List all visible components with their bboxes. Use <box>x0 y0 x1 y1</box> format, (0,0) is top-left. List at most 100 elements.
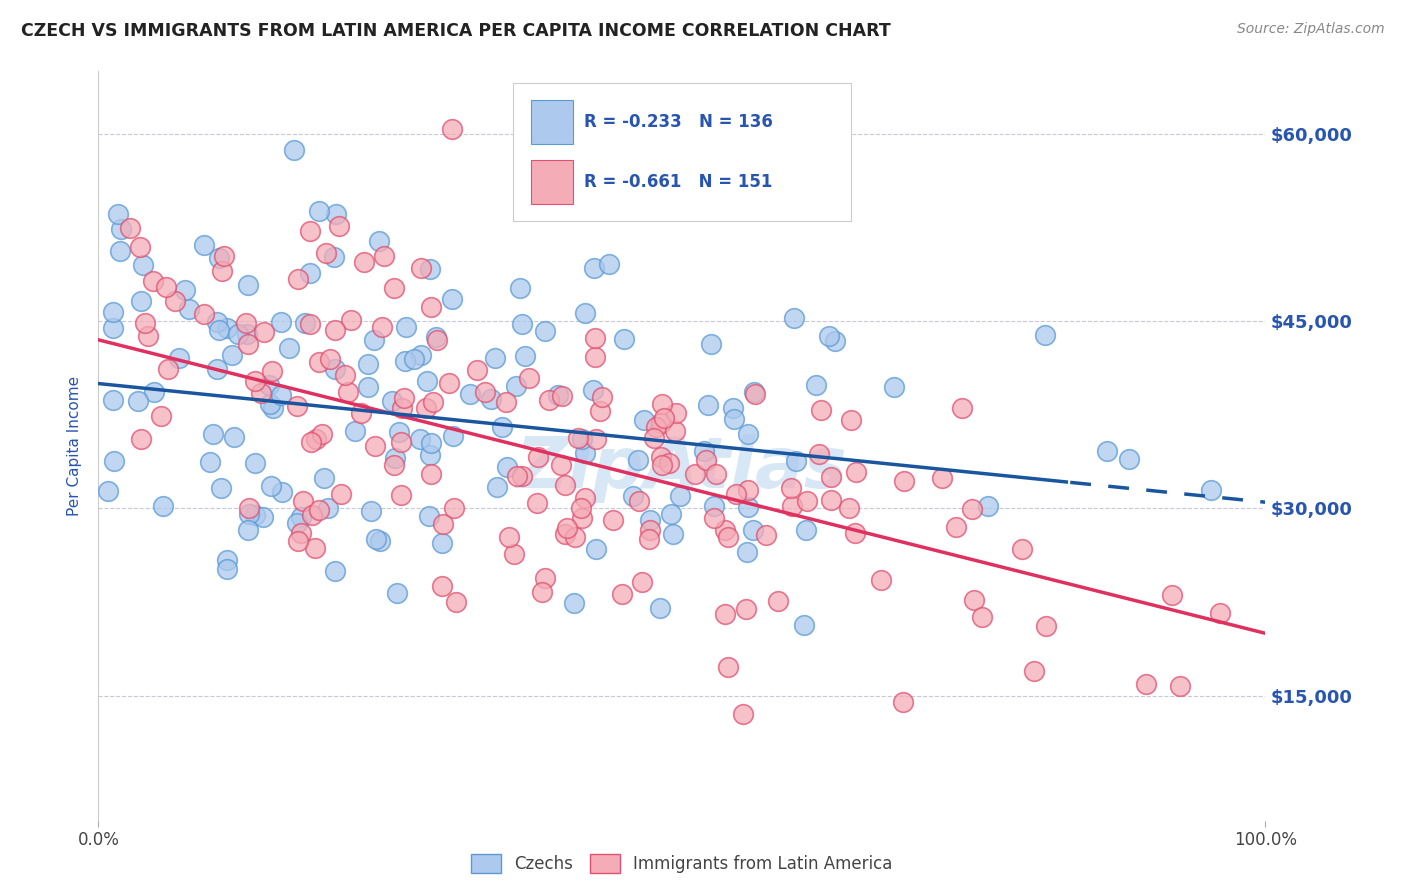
Point <box>419 436 441 450</box>
Point <box>551 389 574 403</box>
Point <box>697 398 720 412</box>
Point <box>662 527 685 541</box>
Point <box>193 307 215 321</box>
Point <box>311 426 333 441</box>
Point <box>108 244 131 258</box>
Point <box>571 432 593 446</box>
Point <box>416 374 439 388</box>
Point <box>411 261 433 276</box>
Point <box>693 444 716 458</box>
Point <box>554 478 576 492</box>
Point <box>780 481 803 495</box>
Point <box>209 481 232 495</box>
Point <box>419 300 441 314</box>
Point <box>533 571 555 585</box>
Point <box>253 326 276 340</box>
Point <box>101 320 124 334</box>
Point <box>700 336 723 351</box>
Point <box>340 313 363 327</box>
Point <box>977 499 1000 513</box>
Point <box>373 249 395 263</box>
Point <box>235 316 257 330</box>
Point <box>963 593 986 607</box>
Point <box>226 327 249 342</box>
Point <box>582 383 605 397</box>
FancyBboxPatch shape <box>531 160 574 204</box>
Point <box>498 530 520 544</box>
Point <box>737 500 759 515</box>
Point <box>103 454 125 468</box>
Point <box>315 246 337 260</box>
Point <box>505 378 527 392</box>
Text: CZECH VS IMMIGRANTS FROM LATIN AMERICA PER CAPITA INCOME CORRELATION CHART: CZECH VS IMMIGRANTS FROM LATIN AMERICA P… <box>21 22 891 40</box>
Point <box>290 525 312 540</box>
Point <box>152 499 174 513</box>
Point <box>824 334 846 349</box>
Point <box>357 379 380 393</box>
Point <box>755 528 778 542</box>
Point <box>285 400 308 414</box>
Point <box>509 281 531 295</box>
Point <box>127 393 149 408</box>
Point <box>150 409 173 424</box>
Point <box>298 317 321 331</box>
Point <box>173 283 195 297</box>
Point <box>259 397 281 411</box>
Point <box>131 258 153 272</box>
Point <box>277 342 299 356</box>
Point <box>721 401 744 415</box>
Point <box>583 331 606 345</box>
Point <box>270 388 292 402</box>
Point <box>217 321 239 335</box>
Point <box>368 533 391 548</box>
Point <box>1011 541 1033 556</box>
Point <box>562 596 585 610</box>
Point <box>780 500 803 514</box>
Point <box>808 447 831 461</box>
Point <box>658 457 681 471</box>
Point <box>335 368 357 383</box>
Point <box>621 489 644 503</box>
Point <box>271 485 294 500</box>
Point <box>1095 443 1118 458</box>
Point <box>214 249 236 263</box>
Point <box>465 363 488 377</box>
Point <box>555 520 578 534</box>
Point <box>1170 679 1192 693</box>
Point <box>323 323 346 337</box>
Point <box>395 319 418 334</box>
Point <box>820 492 842 507</box>
Point <box>402 352 425 367</box>
Point <box>931 471 953 485</box>
Point <box>583 350 606 364</box>
Point <box>585 542 607 557</box>
Point <box>208 323 231 337</box>
Point <box>363 333 385 347</box>
Point <box>287 533 309 548</box>
Point <box>381 394 404 409</box>
Point <box>201 427 224 442</box>
Point <box>610 587 633 601</box>
Point <box>245 374 267 388</box>
Point <box>364 439 387 453</box>
Point <box>554 526 576 541</box>
Point <box>683 467 706 481</box>
Point <box>630 575 652 590</box>
Point <box>945 520 967 534</box>
Point <box>484 351 506 366</box>
Point <box>350 406 373 420</box>
Point <box>382 280 405 294</box>
Point <box>426 334 449 348</box>
Point <box>735 545 758 559</box>
Point <box>156 362 179 376</box>
Point <box>391 401 413 416</box>
Point <box>328 219 350 233</box>
Point <box>291 494 314 508</box>
Point <box>260 364 283 378</box>
Point <box>485 480 508 494</box>
Point <box>717 530 740 544</box>
Point <box>422 394 444 409</box>
Point <box>633 413 655 427</box>
Point <box>723 412 745 426</box>
Point <box>129 240 152 254</box>
